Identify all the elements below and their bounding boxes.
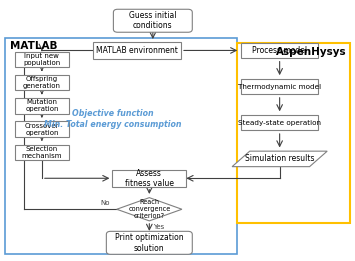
Text: Thermodynamic model: Thermodynamic model [238,84,321,90]
Text: MATLAB: MATLAB [10,41,58,51]
Bar [15,98,69,114]
Bar [15,52,69,67]
Bar [15,121,69,137]
Text: Crossover
operation: Crossover operation [24,123,59,136]
Text: Assess
fitness value: Assess fitness value [125,169,174,188]
Text: Print optimization
solution: Print optimization solution [115,233,184,253]
Text: Mutation
operation: Mutation operation [25,99,59,112]
Text: Selection
mechanism: Selection mechanism [22,146,62,159]
Text: Yes: Yes [154,224,165,230]
Text: Simulation results: Simulation results [245,155,315,163]
Text: Input new
population: Input new population [23,53,60,66]
FancyBboxPatch shape [113,9,192,32]
Bar [241,43,318,58]
Text: Offspring
generation: Offspring generation [23,76,61,89]
Bar [15,145,69,160]
Bar [241,115,318,130]
Polygon shape [232,151,327,167]
Text: Steady-state operation: Steady-state operation [238,120,321,126]
Bar [5,38,237,254]
Text: Guess initial
conditions: Guess initial conditions [129,11,176,31]
Text: MATLAB environment: MATLAB environment [96,46,178,55]
Bar [237,43,350,223]
Polygon shape [117,198,182,221]
FancyBboxPatch shape [106,231,192,254]
Text: Reach
convergence
criterion?: Reach convergence criterion? [128,199,170,219]
Bar [15,75,69,91]
Text: Process model: Process model [252,46,307,55]
Text: Objective function
Min. Total energy consumption: Objective function Min. Total energy con… [44,109,181,129]
Text: AspenHysys: AspenHysys [276,46,346,57]
Bar [241,79,318,94]
Bar [112,170,186,187]
Text: No: No [100,200,110,206]
Bar [93,42,181,59]
